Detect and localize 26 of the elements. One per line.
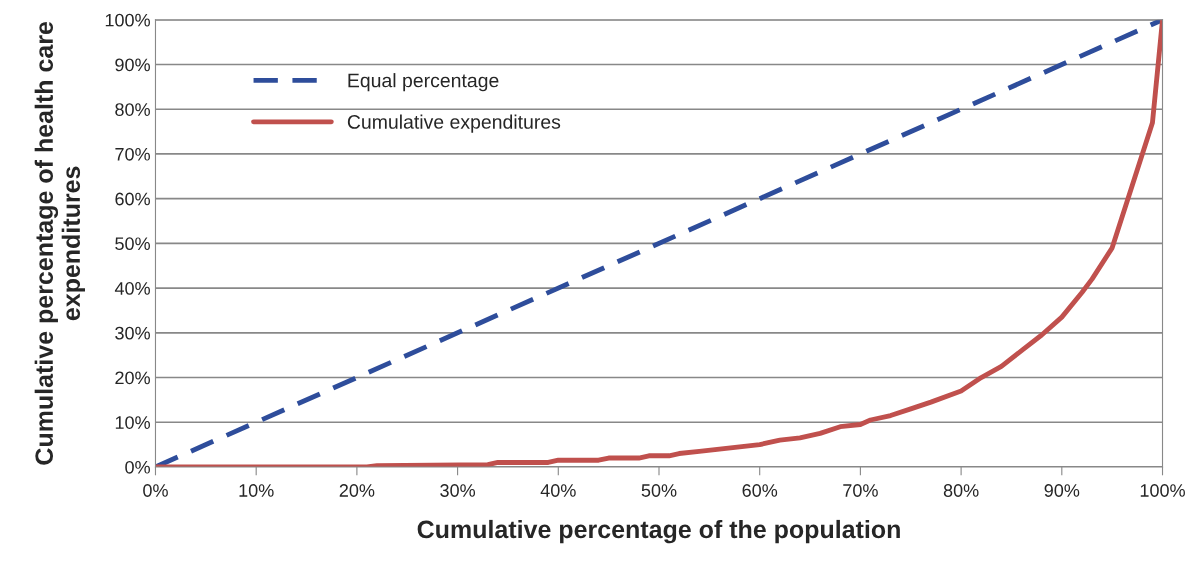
x-tick-label: 100% — [1140, 484, 1185, 497]
x-tick-label: 40% — [540, 484, 576, 497]
x-tick-label: 90% — [1044, 484, 1080, 497]
y-tick-label: 90% — [115, 58, 150, 72]
x-axis-title: Cumulative percentage of the population — [417, 519, 900, 544]
y-tick-label: 20% — [115, 371, 150, 385]
x-tick-label: 20% — [339, 484, 375, 497]
x-tick-label: 80% — [943, 484, 979, 497]
legend-label: Equal percentage — [348, 73, 499, 92]
x-tick-label: 50% — [641, 484, 677, 497]
x-tick-label: 70% — [843, 484, 878, 497]
y-tick-label: 30% — [115, 326, 150, 340]
x-tick-label: 30% — [440, 484, 476, 497]
x-tick-label: 60% — [742, 484, 778, 497]
legend-label: Cumulative expenditures — [347, 114, 561, 133]
x-tick-label: 10% — [239, 484, 274, 497]
y-tick-label: 10% — [115, 416, 150, 429]
y-tick-label: 100% — [105, 13, 150, 27]
y-tick-label: 0% — [125, 460, 150, 474]
y-tick-label: 70% — [115, 147, 150, 161]
y-tick-label: 50% — [115, 237, 150, 251]
y-tick-label: 60% — [115, 192, 150, 206]
y-axis-title: Cumulative percentage of health care expenditures — [34, 21, 85, 465]
x-tick-label: 0% — [143, 484, 168, 497]
y-tick-label: 40% — [114, 282, 150, 295]
y-tick-label: 80% — [115, 103, 150, 116]
